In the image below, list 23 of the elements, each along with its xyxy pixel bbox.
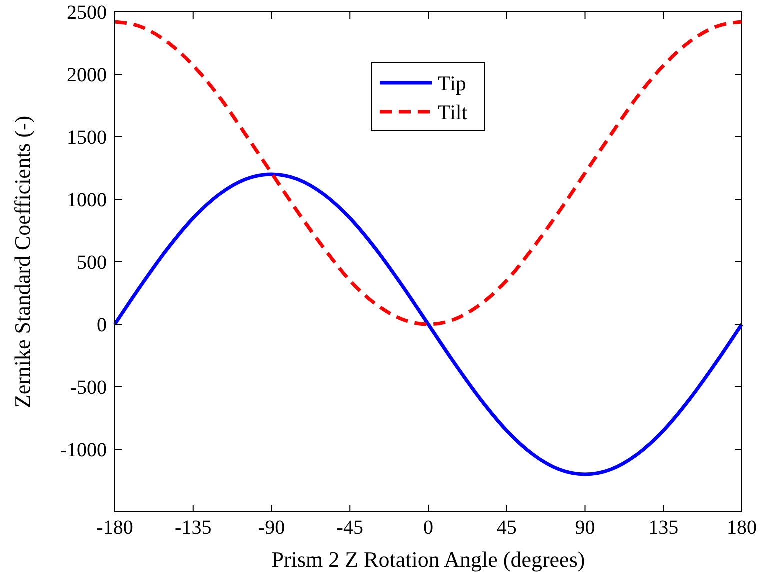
y-tick-label: -1000: [60, 440, 107, 462]
y-tick-label: 2500: [67, 2, 107, 24]
line-series: [113, 20, 744, 326]
x-axis-title: Prism 2 Z Rotation Angle (degrees): [272, 547, 586, 572]
x-tick-label: -180: [96, 517, 134, 539]
line-series: [113, 172, 744, 476]
y-tick-label: -500: [70, 377, 107, 399]
y-tick-label: 500: [77, 252, 107, 274]
y-tick-label: 2000: [67, 64, 107, 86]
x-tick-label: -90: [258, 517, 286, 539]
legend-label: Tilt: [438, 100, 468, 124]
legend-label: Tip: [438, 71, 466, 96]
y-tick-label: 1500: [67, 127, 107, 149]
y-axis-title: Zernike Standard Coefficients (-): [10, 116, 35, 408]
y-tick-label: 0: [97, 314, 107, 336]
x-tick-label: 135: [648, 517, 679, 539]
x-tick-label: -45: [336, 517, 364, 539]
x-tick-label: 45: [496, 517, 517, 539]
x-tick-label: 90: [575, 517, 596, 539]
x-tick-label: 0: [424, 517, 434, 539]
x-tick-label: -135: [175, 517, 212, 539]
y-tick-label: 1000: [67, 190, 107, 212]
x-tick-label: 180: [727, 517, 757, 539]
